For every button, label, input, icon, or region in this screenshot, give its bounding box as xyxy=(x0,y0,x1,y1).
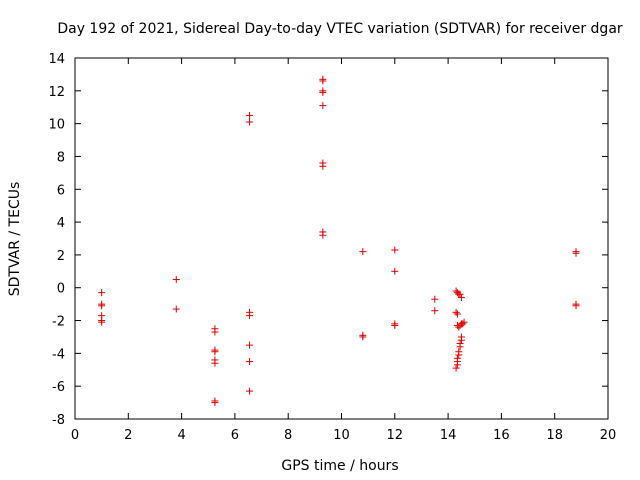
x-tick-label: 10 xyxy=(333,428,350,443)
x-tick-label: 20 xyxy=(600,428,617,443)
data-point xyxy=(246,312,254,320)
data-point xyxy=(319,162,327,170)
data-point xyxy=(246,358,254,366)
data-point xyxy=(319,88,327,96)
data-point xyxy=(98,302,106,310)
data-points xyxy=(98,75,580,407)
x-tick-label: 6 xyxy=(231,428,239,443)
plot-frame xyxy=(74,57,609,420)
data-point xyxy=(98,289,106,297)
data-point xyxy=(456,343,464,351)
data-point xyxy=(457,336,465,344)
data-point xyxy=(211,399,219,407)
data-point xyxy=(391,267,399,275)
data-point xyxy=(246,341,254,349)
data-point xyxy=(246,118,254,126)
x-tick-label: 8 xyxy=(284,428,292,443)
x-tick-label: 12 xyxy=(387,428,404,443)
data-point xyxy=(246,111,254,119)
data-point xyxy=(246,387,254,395)
y-tick-label: -4 xyxy=(52,347,65,362)
data-point xyxy=(431,307,439,315)
x-tick-label: 0 xyxy=(71,428,79,443)
data-point xyxy=(98,318,106,326)
data-point xyxy=(391,321,399,329)
data-point xyxy=(319,231,327,239)
y-axis-label: SDTVAR / TECUs xyxy=(7,182,23,297)
data-point xyxy=(460,318,468,326)
x-tick-label: 18 xyxy=(546,428,563,443)
data-point xyxy=(319,77,327,85)
data-point xyxy=(172,305,180,313)
y-tick-label: -6 xyxy=(52,380,65,395)
data-point xyxy=(211,359,219,367)
y-tick-label: -8 xyxy=(52,413,65,428)
data-point xyxy=(359,333,367,341)
y-tick-label: 6 xyxy=(57,183,65,198)
x-tick-label: 16 xyxy=(493,428,510,443)
y-tick-label: 0 xyxy=(57,282,65,297)
data-point xyxy=(211,328,219,336)
x-tick-label: 2 xyxy=(124,428,132,443)
data-point xyxy=(457,294,465,302)
data-point xyxy=(452,364,460,372)
data-point xyxy=(453,310,461,318)
data-point xyxy=(319,102,327,110)
y-tick-label: 10 xyxy=(48,118,65,133)
data-point xyxy=(211,348,219,356)
data-point xyxy=(456,290,464,298)
y-tick-label: 8 xyxy=(57,150,65,165)
data-point xyxy=(455,351,463,359)
x-axis: 0 2 4 6 8 10 12 14 16 18 20 xyxy=(71,58,616,443)
chart-title: Day 192 of 2021, Sidereal Day-to-day VTE… xyxy=(57,21,623,37)
y-tick-label: 2 xyxy=(57,249,65,264)
y-tick-label: 4 xyxy=(57,216,65,231)
data-point xyxy=(459,320,467,328)
data-point xyxy=(431,295,439,303)
x-tick-label: 4 xyxy=(177,428,185,443)
x-axis-label: GPS time / hours xyxy=(281,458,398,474)
x-tick-label: 14 xyxy=(440,428,457,443)
data-point xyxy=(453,361,461,369)
y-axis: -8 -6 -4 -2 0 2 4 6 8 10 12 14 xyxy=(48,52,608,428)
y-tick-label: 12 xyxy=(48,85,65,100)
data-point xyxy=(391,246,399,254)
data-point xyxy=(572,302,580,310)
data-point xyxy=(359,248,367,256)
data-point xyxy=(172,276,180,284)
data-point xyxy=(452,308,460,316)
y-tick-label: -2 xyxy=(52,315,65,330)
data-point xyxy=(572,249,580,257)
y-tick-label: 14 xyxy=(48,52,65,67)
